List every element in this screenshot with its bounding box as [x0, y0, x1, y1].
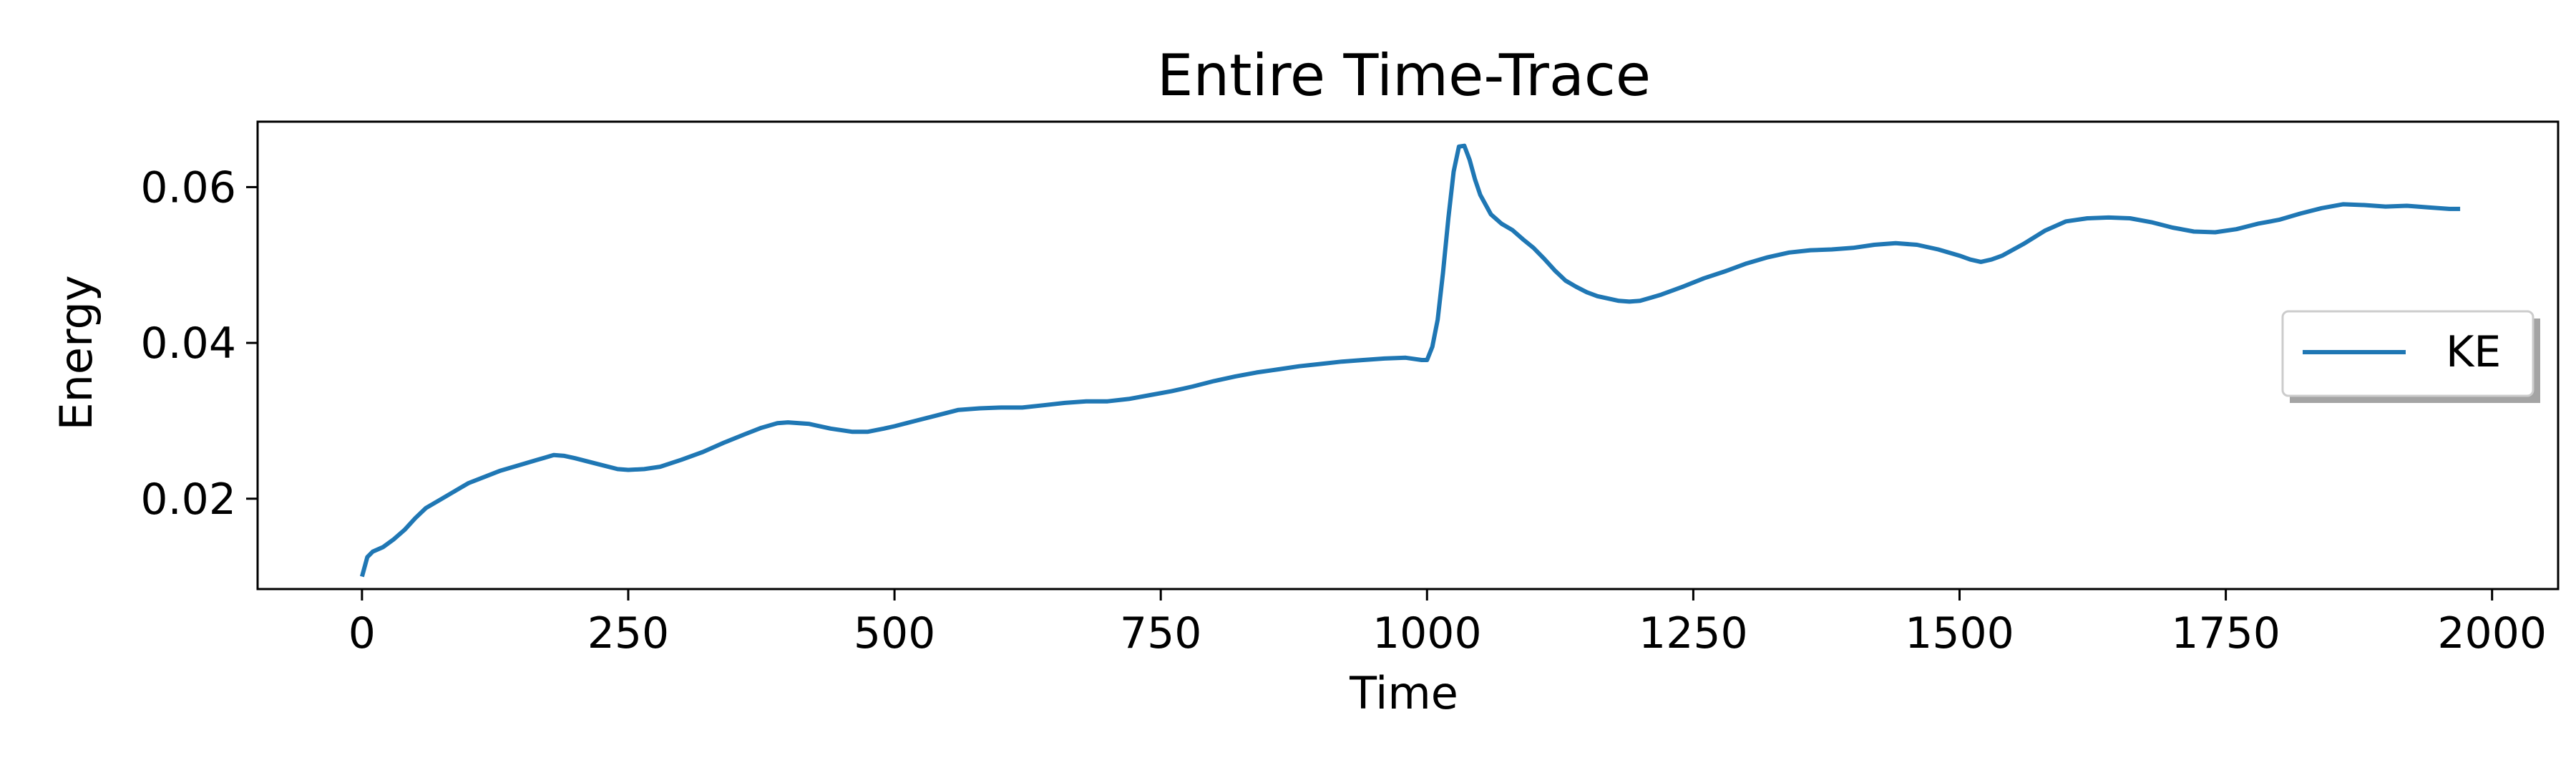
legend-frame [2281, 310, 2534, 397]
x-tick-label-2000: 2000 [2437, 608, 2547, 658]
y-axis-label: Energy [50, 275, 102, 430]
chart-title: Entire Time-Trace [1157, 42, 1651, 109]
x-tick-label-0: 0 [348, 608, 376, 658]
plot-area: 0 250 500 750 1000 1250 1500 1750 2000 0.02 0.04 0.… [140, 120, 2560, 658]
x-tick-label-750: 750 [1120, 608, 1202, 658]
y-tick-label-0.02: 0.02 [140, 475, 236, 525]
x-tick-label-1500: 1500 [1905, 608, 2014, 658]
legend: KE [2281, 310, 2540, 403]
axes-frame [256, 120, 2560, 590]
x-tick-label-250: 250 [587, 608, 670, 658]
x-tick-label-1750: 1750 [2171, 608, 2280, 658]
x-axis-label: Time [1349, 667, 1458, 719]
x-tick-label-1250: 1250 [1639, 608, 1748, 658]
legend-label-ke: KE [2446, 327, 2501, 377]
y-tick-label-0.04: 0.04 [140, 319, 236, 369]
y-tick-label-0.06: 0.06 [140, 162, 236, 213]
x-tick-label-1000: 1000 [1372, 608, 1482, 658]
x-tick-label-500: 500 [854, 608, 936, 658]
series-line-ke [360, 143, 2461, 578]
